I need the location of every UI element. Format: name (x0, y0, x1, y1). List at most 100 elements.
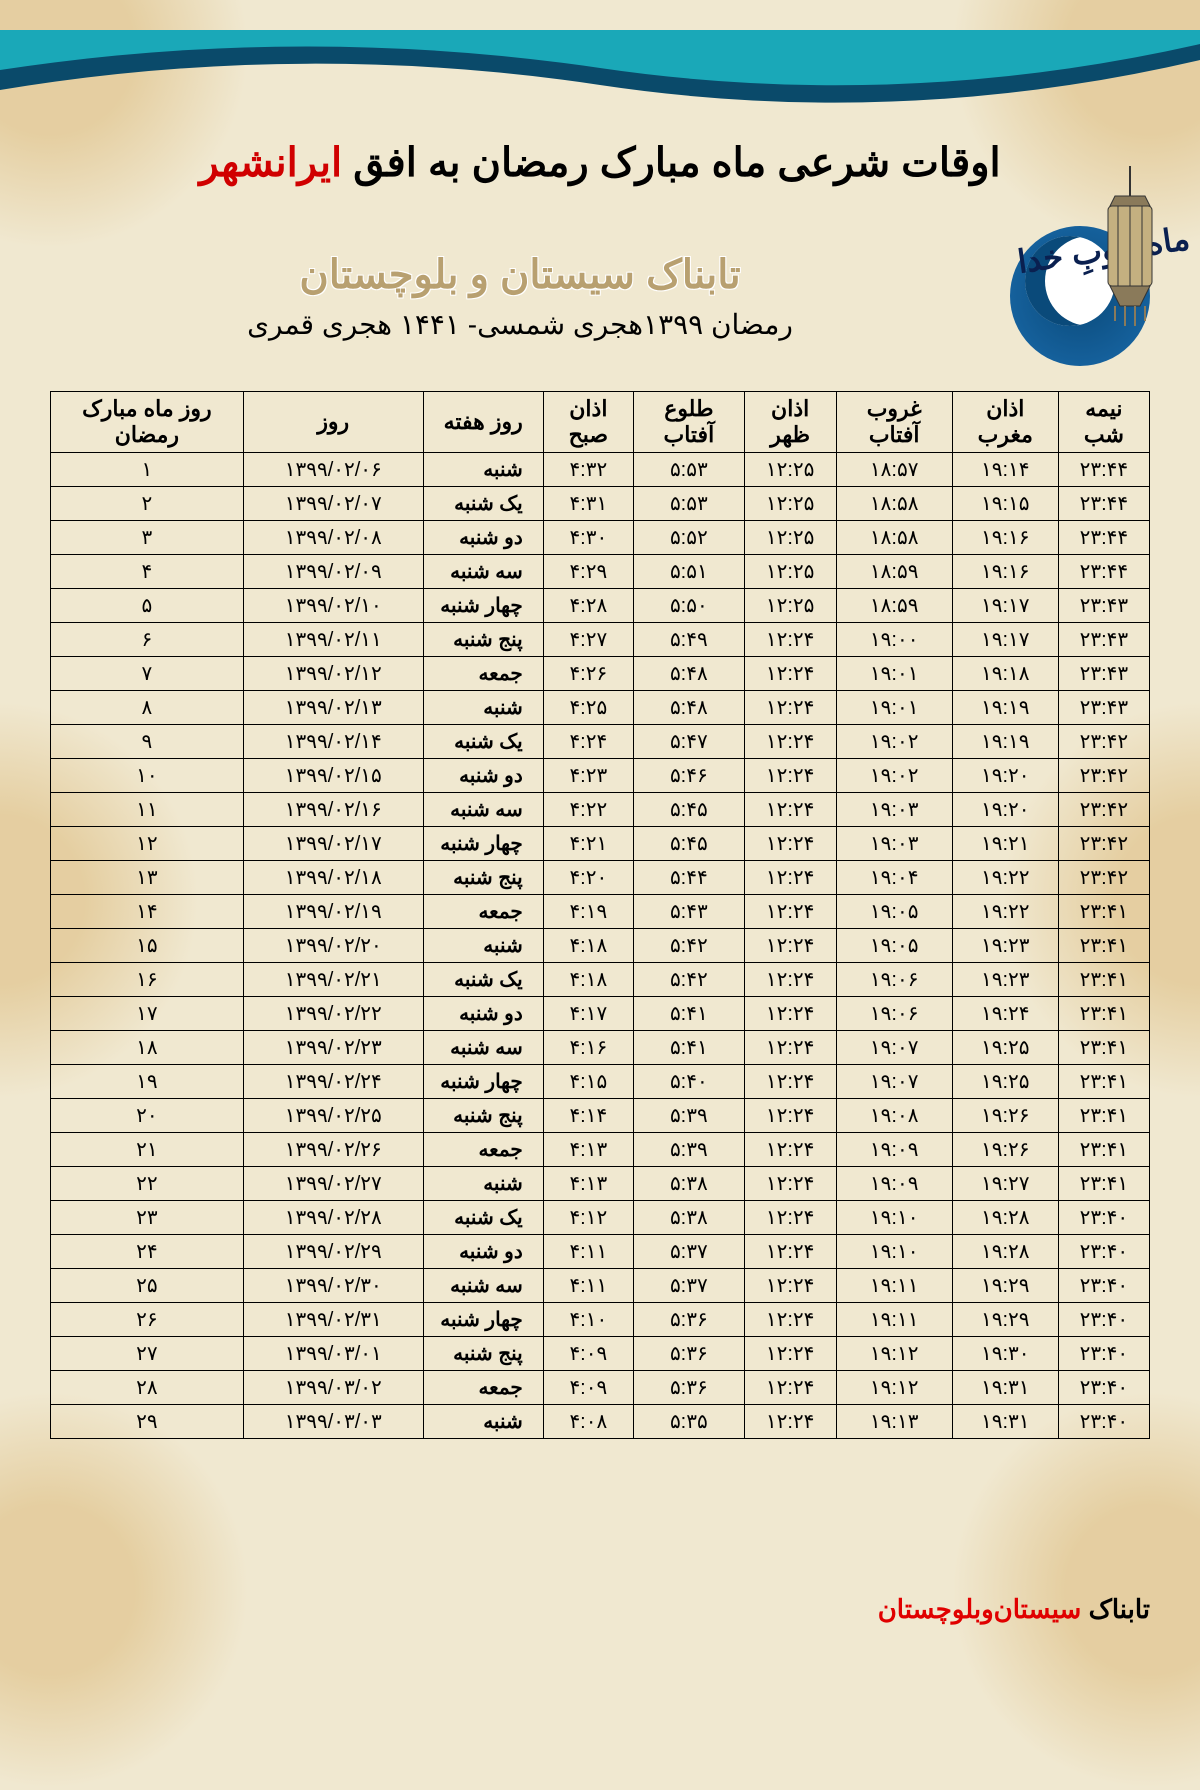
cell-date: ۱۳۹۹/۰۲/۲۴ (243, 1065, 423, 1099)
cell-fajr: ۴:۱۴ (543, 1099, 633, 1133)
cell-fajr: ۴:۱۳ (543, 1133, 633, 1167)
cell-date: ۱۳۹۹/۰۲/۱۵ (243, 759, 423, 793)
cell-ramadan_day: ۱۷ (51, 997, 244, 1031)
cell-midnight: ۲۳:۴۳ (1058, 589, 1149, 623)
cell-maghrib: ۱۹:۲۶ (952, 1133, 1058, 1167)
cell-maghrib: ۱۹:۱۹ (952, 725, 1058, 759)
cell-fajr: ۴:۱۷ (543, 997, 633, 1031)
table-row: ۱۱۱۳۹۹/۰۲/۱۶سه شنبه۴:۲۲۵:۴۵۱۲:۲۴۱۹:۰۳۱۹:… (51, 793, 1150, 827)
cell-date: ۱۳۹۹/۰۲/۱۲ (243, 657, 423, 691)
cell-fajr: ۴:۰۸ (543, 1405, 633, 1439)
cell-ramadan_day: ۳ (51, 521, 244, 555)
cell-dhuhr: ۱۲:۲۴ (744, 1099, 836, 1133)
cell-maghrib: ۱۹:۲۳ (952, 963, 1058, 997)
cell-fajr: ۴:۲۲ (543, 793, 633, 827)
cell-sunrise: ۵:۴۸ (633, 691, 744, 725)
cell-maghrib: ۱۹:۱۷ (952, 589, 1058, 623)
cell-fajr: ۴:۱۳ (543, 1167, 633, 1201)
cell-ramadan_day: ۱۰ (51, 759, 244, 793)
cell-midnight: ۲۳:۴۰ (1058, 1303, 1149, 1337)
cell-fajr: ۴:۱۱ (543, 1269, 633, 1303)
cell-weekday: دو شنبه (423, 997, 543, 1031)
cell-sunset: ۱۹:۱۲ (836, 1337, 952, 1371)
column-header-maghrib: اذان مغرب (952, 392, 1058, 453)
table-header-row: روز ماه مبارک رمضانروزروز هفتهاذان صبحطل… (51, 392, 1150, 453)
cell-fajr: ۴:۱۱ (543, 1235, 633, 1269)
cell-date: ۱۳۹۹/۰۲/۱۸ (243, 861, 423, 895)
cell-ramadan_day: ۲۲ (51, 1167, 244, 1201)
cell-maghrib: ۱۹:۲۸ (952, 1201, 1058, 1235)
cell-sunrise: ۵:۳۸ (633, 1167, 744, 1201)
cell-sunrise: ۵:۳۷ (633, 1269, 744, 1303)
cell-date: ۱۳۹۹/۰۲/۲۳ (243, 1031, 423, 1065)
cell-date: ۱۳۹۹/۰۲/۲۵ (243, 1099, 423, 1133)
cell-ramadan_day: ۲۳ (51, 1201, 244, 1235)
cell-sunset: ۱۹:۱۳ (836, 1405, 952, 1439)
column-header-sunset: غروب آفتاب (836, 392, 952, 453)
cell-date: ۱۳۹۹/۰۲/۲۶ (243, 1133, 423, 1167)
cell-ramadan_day: ۱۶ (51, 963, 244, 997)
cell-date: ۱۳۹۹/۰۲/۱۱ (243, 623, 423, 657)
cell-sunset: ۱۹:۰۵ (836, 929, 952, 963)
cell-fajr: ۴:۰۹ (543, 1337, 633, 1371)
cell-midnight: ۲۳:۴۱ (1058, 963, 1149, 997)
table-row: ۵۱۳۹۹/۰۲/۱۰چهار شنبه۴:۲۸۵:۵۰۱۲:۲۵۱۸:۵۹۱۹… (51, 589, 1150, 623)
cell-sunrise: ۵:۴۱ (633, 997, 744, 1031)
cell-weekday: یک شنبه (423, 1201, 543, 1235)
cell-ramadan_day: ۶ (51, 623, 244, 657)
cell-fajr: ۴:۲۵ (543, 691, 633, 725)
cell-sunset: ۱۹:۰۹ (836, 1133, 952, 1167)
cell-dhuhr: ۱۲:۲۴ (744, 1303, 836, 1337)
cell-weekday: شنبه (423, 691, 543, 725)
cell-maghrib: ۱۹:۱۵ (952, 487, 1058, 521)
cell-dhuhr: ۱۲:۲۴ (744, 861, 836, 895)
table-row: ۱۰۱۳۹۹/۰۲/۱۵دو شنبه۴:۲۳۵:۴۶۱۲:۲۴۱۹:۰۲۱۹:… (51, 759, 1150, 793)
cell-maghrib: ۱۹:۲۹ (952, 1303, 1058, 1337)
cell-maghrib: ۱۹:۲۸ (952, 1235, 1058, 1269)
cell-sunset: ۱۹:۰۲ (836, 725, 952, 759)
cell-sunrise: ۵:۵۳ (633, 453, 744, 487)
cell-fajr: ۴:۲۰ (543, 861, 633, 895)
column-header-fajr: اذان صبح (543, 392, 633, 453)
cell-date: ۱۳۹۹/۰۲/۱۳ (243, 691, 423, 725)
cell-fajr: ۴:۱۰ (543, 1303, 633, 1337)
cell-sunset: ۱۹:۱۲ (836, 1371, 952, 1405)
cell-dhuhr: ۱۲:۲۴ (744, 1269, 836, 1303)
cell-midnight: ۲۳:۴۱ (1058, 1167, 1149, 1201)
column-header-date: روز (243, 392, 423, 453)
cell-midnight: ۲۳:۴۲ (1058, 793, 1149, 827)
table-row: ۲۹۱۳۹۹/۰۳/۰۳شنبه۴:۰۸۵:۳۵۱۲:۲۴۱۹:۱۳۱۹:۳۱۲… (51, 1405, 1150, 1439)
cell-maghrib: ۱۹:۲۵ (952, 1031, 1058, 1065)
cell-ramadan_day: ۲۷ (51, 1337, 244, 1371)
table-row: ۷۱۳۹۹/۰۲/۱۲جمعه۴:۲۶۵:۴۸۱۲:۲۴۱۹:۰۱۱۹:۱۸۲۳… (51, 657, 1150, 691)
cell-maghrib: ۱۹:۳۰ (952, 1337, 1058, 1371)
cell-dhuhr: ۱۲:۲۵ (744, 453, 836, 487)
cell-midnight: ۲۳:۴۴ (1058, 521, 1149, 555)
cell-sunrise: ۵:۴۶ (633, 759, 744, 793)
cell-sunset: ۱۹:۰۸ (836, 1099, 952, 1133)
cell-weekday: سه شنبه (423, 1031, 543, 1065)
table-row: ۲۷۱۳۹۹/۰۳/۰۱پنج شنبه۴:۰۹۵:۳۶۱۲:۲۴۱۹:۱۲۱۹… (51, 1337, 1150, 1371)
cell-fajr: ۴:۰۹ (543, 1371, 633, 1405)
cell-weekday: دو شنبه (423, 759, 543, 793)
cell-maghrib: ۱۹:۱۴ (952, 453, 1058, 487)
cell-midnight: ۲۳:۴۱ (1058, 1031, 1149, 1065)
cell-weekday: جمعه (423, 895, 543, 929)
cell-sunrise: ۵:۴۴ (633, 861, 744, 895)
table-row: ۹۱۳۹۹/۰۲/۱۴یک شنبه۴:۲۴۵:۴۷۱۲:۲۴۱۹:۰۲۱۹:۱… (51, 725, 1150, 759)
cell-maghrib: ۱۹:۱۷ (952, 623, 1058, 657)
cell-maghrib: ۱۹:۱۹ (952, 691, 1058, 725)
cell-weekday: چهار شنبه (423, 1065, 543, 1099)
cell-sunset: ۱۹:۰۷ (836, 1031, 952, 1065)
cell-sunrise: ۵:۴۵ (633, 827, 744, 861)
cell-date: ۱۳۹۹/۰۳/۰۲ (243, 1371, 423, 1405)
cell-maghrib: ۱۹:۲۰ (952, 759, 1058, 793)
cell-fajr: ۴:۲۴ (543, 725, 633, 759)
cell-weekday: دو شنبه (423, 521, 543, 555)
table-row: ۳۱۳۹۹/۰۲/۰۸دو شنبه۴:۳۰۵:۵۲۱۲:۲۵۱۸:۵۸۱۹:۱… (51, 521, 1150, 555)
cell-ramadan_day: ۲۹ (51, 1405, 244, 1439)
footer-logo: تابناک سیستان‌وبلوچستان (878, 1594, 1150, 1625)
cell-date: ۱۳۹۹/۰۲/۲۸ (243, 1201, 423, 1235)
cell-weekday: یک شنبه (423, 963, 543, 997)
cell-midnight: ۲۳:۴۳ (1058, 691, 1149, 725)
